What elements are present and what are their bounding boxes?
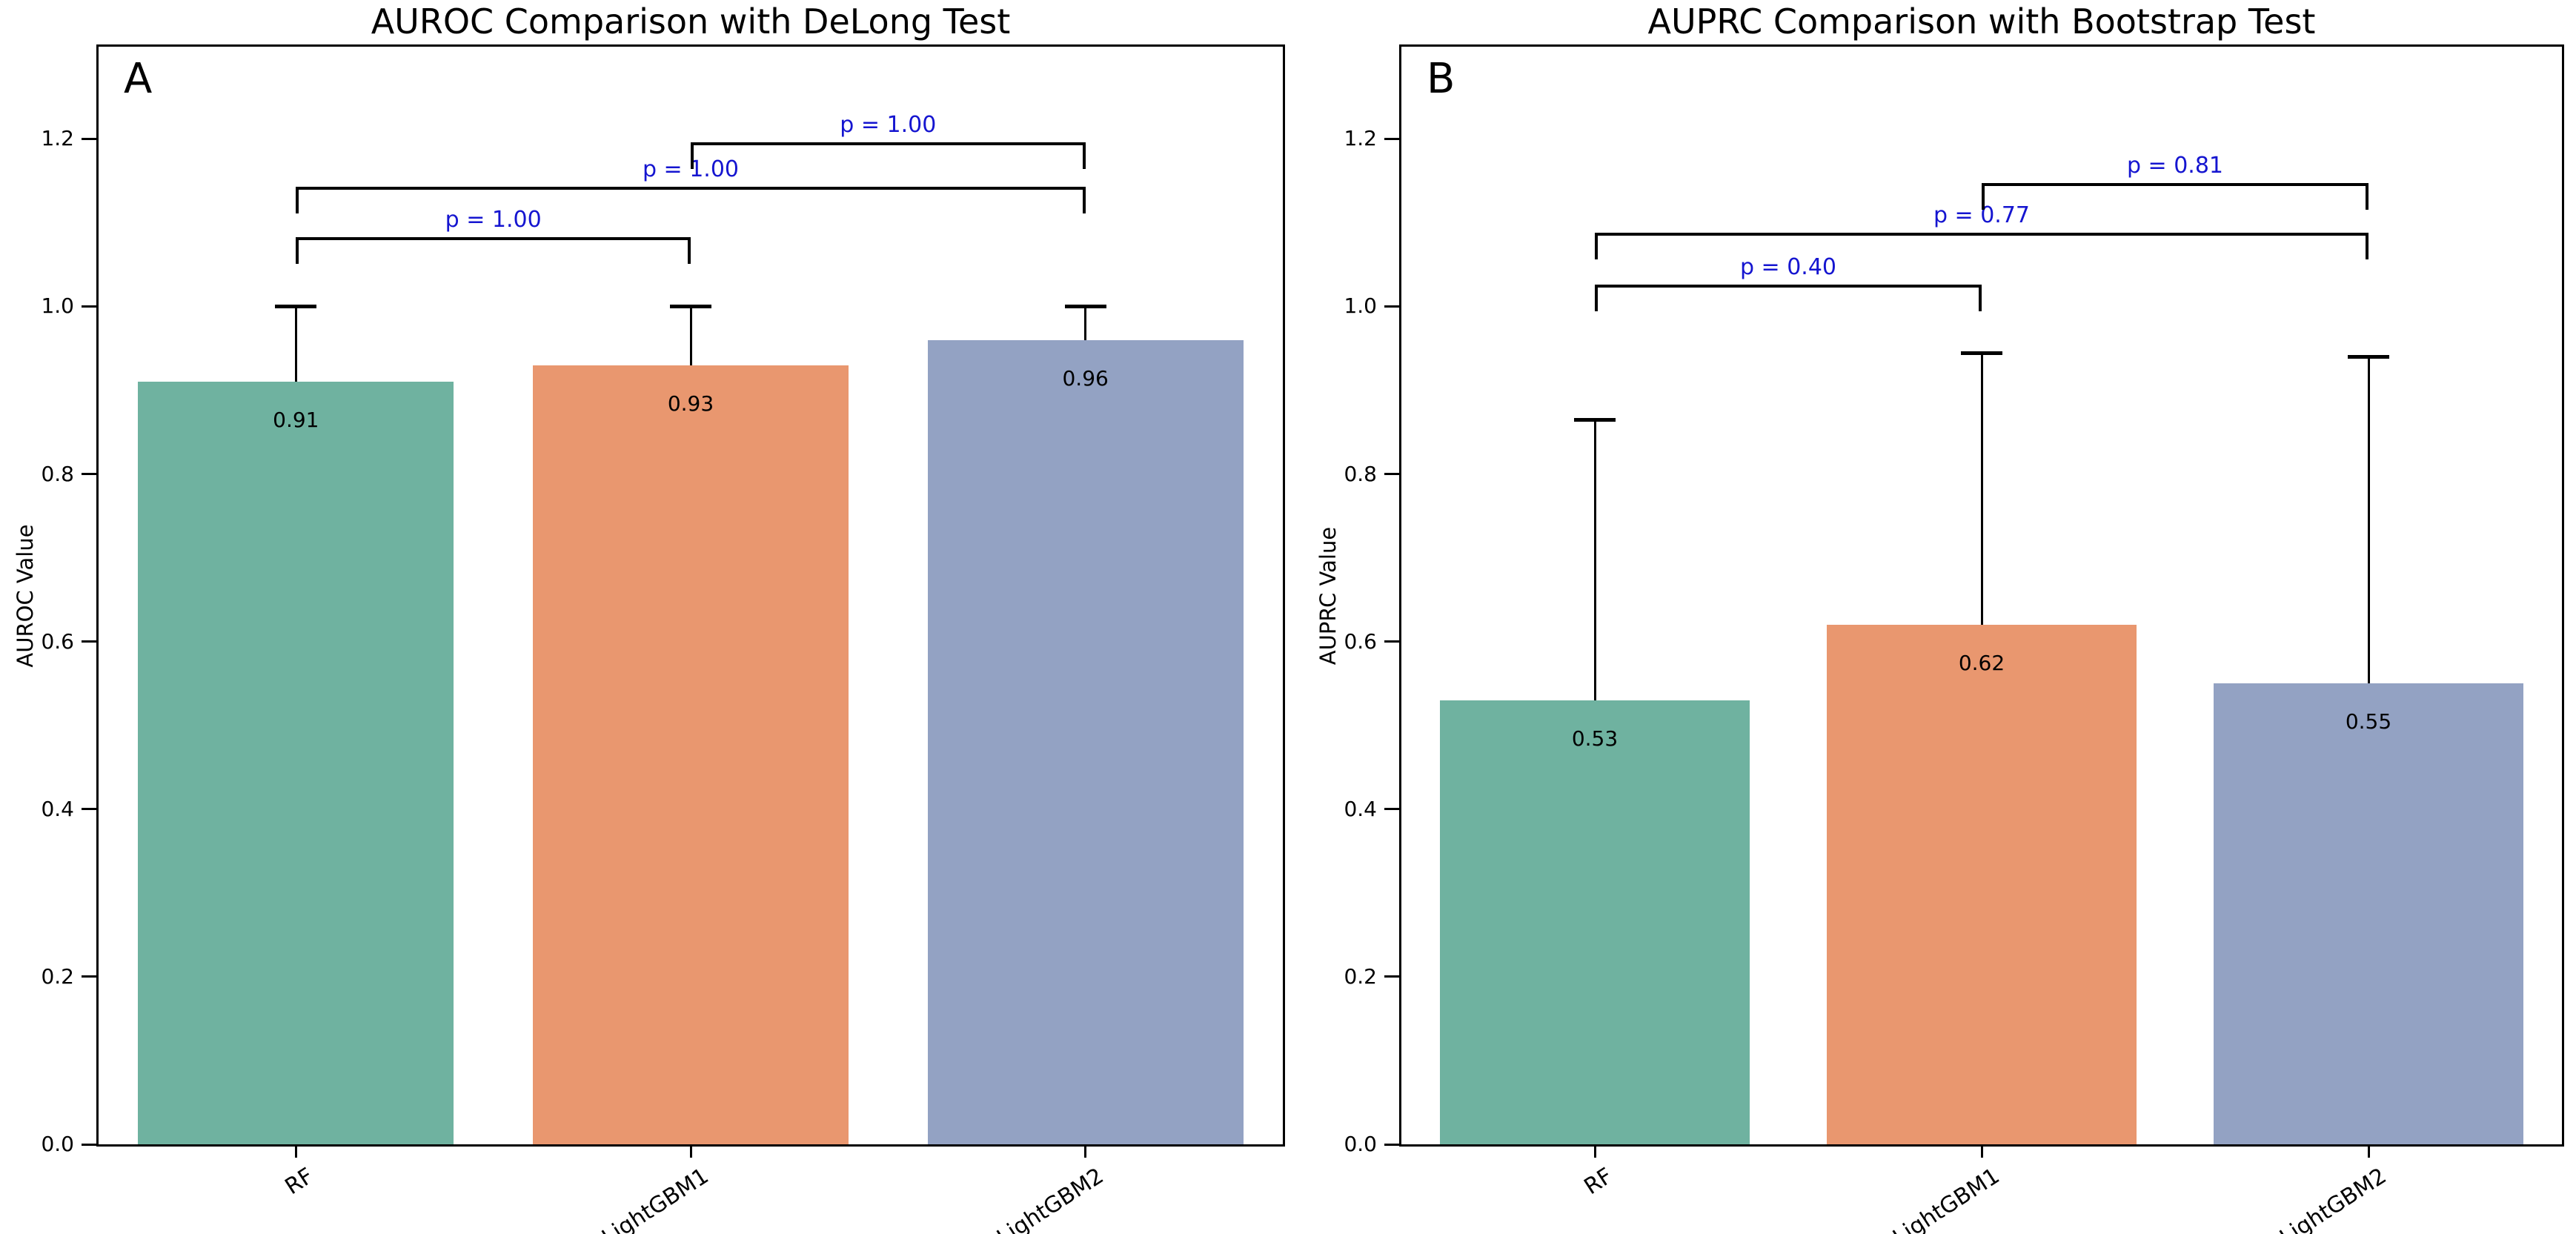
panel-a-title: AUROC Comparison with DeLong Test — [371, 1, 1011, 42]
panel-a-axes: A 0.0 0.2 0.4 0.6 0.8 1.0 1.2 0.91 RF 0.93 LightGB… — [41, 44, 1285, 1234]
error-whisker-cap — [1574, 418, 1616, 422]
y-tick-label: 0.4 — [41, 796, 74, 821]
y-tick-mark — [82, 1143, 96, 1146]
significance-bracket — [1595, 285, 1982, 312]
x-tick-mark — [689, 1144, 692, 1158]
y-tick-mark — [1384, 1143, 1399, 1146]
significance-bracket — [1595, 232, 2368, 259]
error-whisker — [1980, 352, 1983, 626]
bar-value-label: 0.62 — [1958, 651, 2005, 676]
y-tick-mark — [1384, 640, 1399, 643]
y-tick-label: 0.6 — [1344, 628, 1377, 654]
panel-b-y-axis-label: AUPRC Value — [1315, 526, 1341, 665]
x-tick-label: LightGBM1 — [1888, 1163, 2005, 1234]
bar-rf — [1440, 700, 1750, 1144]
panel-a-letter: A — [124, 55, 153, 103]
y-tick-label: 0.6 — [41, 628, 74, 654]
bar-lightgbm1 — [1827, 625, 2137, 1144]
x-tick-mark — [1084, 1144, 1087, 1158]
significance-bracket — [691, 142, 1086, 169]
y-tick-label: 0.2 — [41, 963, 74, 989]
y-tick-mark — [82, 975, 96, 978]
y-tick-label: 0.4 — [1344, 796, 1377, 821]
y-tick-mark — [82, 808, 96, 811]
y-tick-label: 1.0 — [41, 293, 74, 319]
panel-b-title: AUPRC Comparison with Bootstrap Test — [1647, 1, 2316, 42]
error-whisker-cap — [2348, 355, 2389, 359]
y-tick-mark — [1384, 305, 1399, 308]
y-tick-mark — [82, 640, 96, 643]
x-tick-mark — [1593, 1144, 1596, 1158]
x-tick-label: RF — [280, 1163, 319, 1201]
p-value-label: p = 1.00 — [445, 206, 542, 233]
y-tick-label: 1.0 — [1344, 293, 1377, 319]
bar-value-label: 0.53 — [1571, 726, 1619, 751]
x-tick-label: RF — [1579, 1163, 1618, 1201]
bar-value-label: 0.91 — [273, 408, 319, 433]
error-whisker — [294, 306, 297, 382]
error-whisker-cap — [1961, 351, 2002, 355]
y-tick-label: 0.8 — [41, 461, 74, 486]
panel-b-axes: B 0.0 0.2 0.4 0.6 0.8 1.0 1.2 0.53 RF 0.62 LightGB… — [1344, 44, 2564, 1234]
x-tick-label: LightGBM2 — [992, 1163, 1109, 1234]
y-tick-mark — [1384, 137, 1399, 140]
y-tick-mark — [82, 137, 96, 140]
y-tick-label: 1.2 — [41, 126, 74, 151]
error-whisker-cap — [670, 305, 711, 309]
bar-value-label: 0.96 — [1062, 365, 1109, 391]
y-tick-mark — [1384, 808, 1399, 811]
significance-bracket — [296, 186, 1086, 213]
x-tick-mark — [2367, 1144, 2370, 1158]
y-tick-mark — [1384, 975, 1399, 978]
y-tick-mark — [82, 305, 96, 308]
y-tick-mark — [82, 473, 96, 476]
bar-rf — [138, 382, 454, 1144]
y-tick-label: 0.8 — [1344, 461, 1377, 486]
error-whisker-cap — [275, 305, 317, 309]
panel-a-y-axis-label: AUROC Value — [13, 523, 38, 668]
x-tick-label: LightGBM2 — [2275, 1163, 2391, 1234]
p-value-label: p = 0.81 — [2126, 153, 2224, 179]
bar-lightgbm2 — [2214, 683, 2523, 1144]
bar-lightgbm1 — [532, 365, 849, 1144]
y-tick-label: 1.2 — [1344, 126, 1377, 151]
y-tick-label: 0.0 — [1344, 1132, 1377, 1156]
x-tick-mark — [294, 1144, 297, 1158]
x-tick-mark — [1980, 1144, 1983, 1158]
error-whisker — [1084, 306, 1087, 340]
x-tick-label: LightGBM1 — [597, 1163, 714, 1234]
y-tick-label: 0.0 — [41, 1132, 74, 1156]
y-tick-label: 0.2 — [1344, 963, 1377, 989]
bar-lightgbm2 — [927, 339, 1244, 1144]
significance-bracket — [1982, 183, 2368, 210]
error-whisker — [1593, 419, 1596, 700]
bar-value-label: 0.93 — [667, 391, 714, 416]
y-tick-mark — [1384, 473, 1399, 476]
significance-bracket — [296, 236, 691, 264]
error-whisker — [689, 306, 692, 365]
error-whisker — [2367, 356, 2370, 684]
p-value-label: p = 0.40 — [1739, 254, 1837, 281]
bar-value-label: 0.55 — [2345, 709, 2392, 734]
p-value-label: p = 1.00 — [840, 111, 937, 138]
panel-b-letter: B — [1427, 55, 1455, 103]
error-whisker-cap — [1064, 305, 1106, 309]
